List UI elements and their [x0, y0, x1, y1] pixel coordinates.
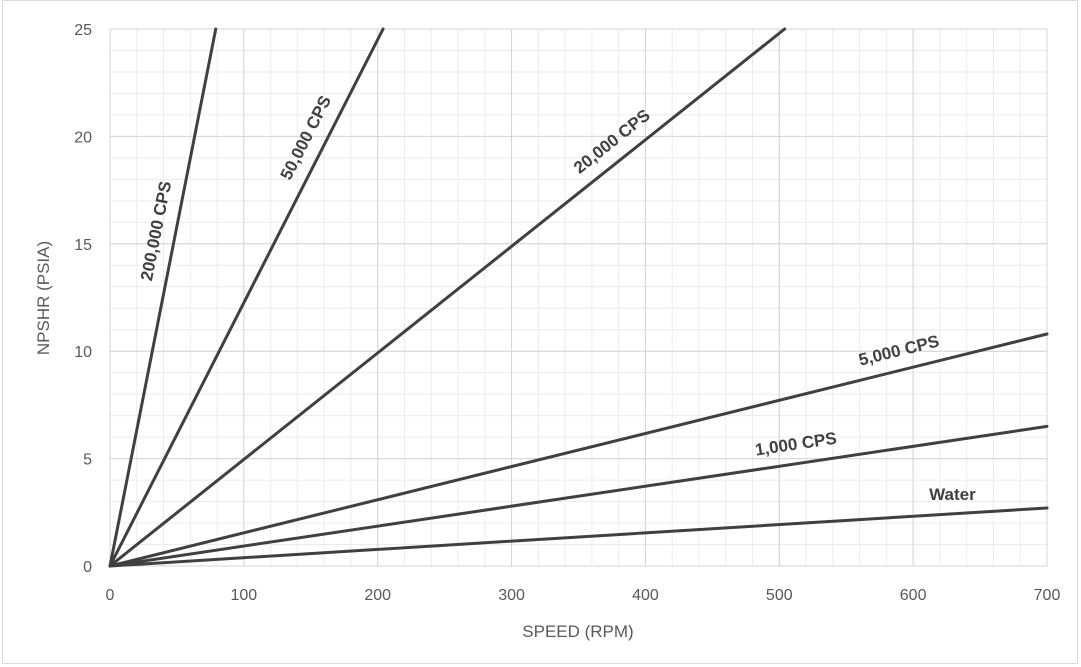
x-tick-label: 700	[1034, 587, 1061, 604]
x-tick-label: 200	[364, 587, 391, 604]
series-line	[108, 27, 218, 568]
y-tick-label: 25	[74, 22, 92, 39]
x-tick-label: 500	[766, 587, 793, 604]
y-axis-tick-labels: 0 5 10 15 20 25	[74, 22, 92, 576]
series-lines	[108, 27, 1049, 568]
series-line	[108, 332, 1049, 568]
y-tick-label: 0	[83, 559, 92, 576]
y-tick-label: 5	[83, 452, 92, 469]
y-tick-label: 15	[74, 237, 92, 254]
minor-gridlines	[109, 28, 1048, 567]
x-axis-title: SPEED (RPM)	[522, 622, 633, 641]
x-tick-label: 300	[498, 587, 525, 604]
y-tick-label: 10	[74, 344, 92, 361]
major-gridlines	[109, 28, 1048, 567]
series-line	[108, 506, 1049, 568]
series-line	[108, 27, 385, 568]
series-line	[108, 27, 787, 568]
series-line	[108, 424, 1049, 568]
series-label: 1,000 CPS	[754, 429, 838, 460]
y-tick-label: 20	[74, 129, 92, 146]
x-tick-label: 100	[231, 587, 258, 604]
x-tick-label: 600	[900, 587, 927, 604]
x-tick-label: 400	[632, 587, 659, 604]
series-label: Water	[929, 485, 976, 504]
x-axis-tick-labels: 0 100 200 300 400 500 600 700	[106, 587, 1061, 604]
y-axis-title: NPSHR (PSIA)	[34, 241, 53, 355]
x-tick-label: 0	[106, 587, 115, 604]
